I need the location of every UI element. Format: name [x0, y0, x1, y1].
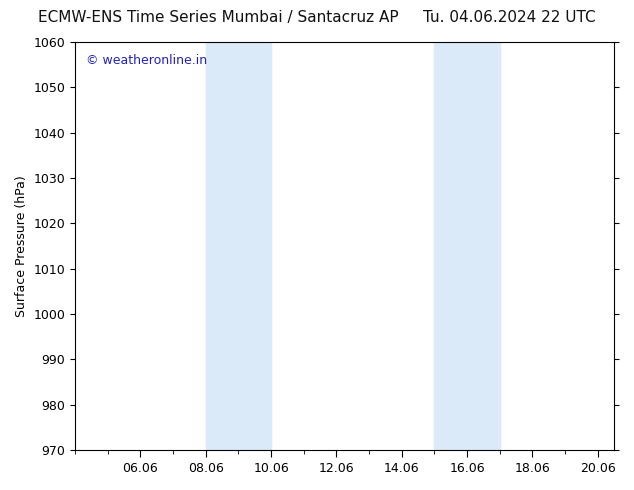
Bar [434, 42, 500, 450]
Y-axis label: Surface Pressure (hPa): Surface Pressure (hPa) [15, 175, 28, 317]
Bar [206, 42, 271, 450]
Text: ECMW-ENS Time Series Mumbai / Santacruz AP     Tu. 04.06.2024 22 UTC: ECMW-ENS Time Series Mumbai / Santacruz … [38, 10, 596, 25]
Text: © weatheronline.in: © weatheronline.in [86, 54, 207, 67]
